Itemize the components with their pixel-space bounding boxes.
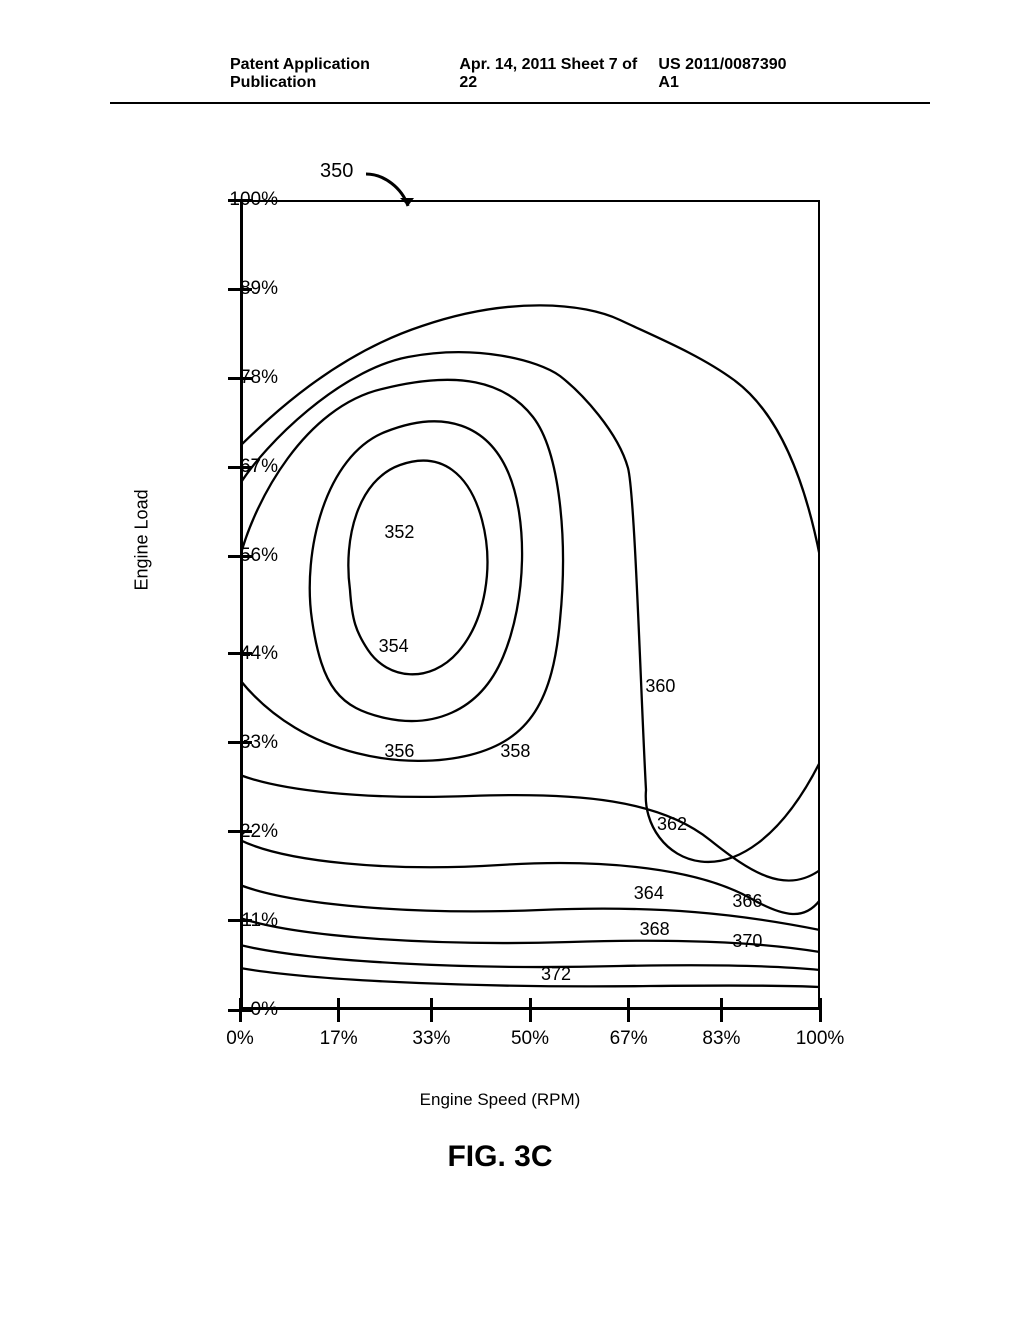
y-tick-label: 0% (208, 999, 278, 1021)
y-tick-label: 56% (208, 545, 278, 567)
y-tick-label: 78% (208, 367, 278, 389)
x-axis-label: Engine Speed (RPM) (120, 1090, 880, 1110)
contour-line (348, 461, 487, 675)
contour-line (240, 352, 820, 862)
x-tick (239, 998, 242, 1022)
header-right: US 2011/0087390 A1 (658, 56, 810, 92)
contour-line (310, 421, 522, 721)
contour-reference-label: 352 (384, 522, 414, 543)
x-tick (337, 998, 340, 1022)
x-tick (627, 998, 630, 1022)
figure-label: FIG. 3C (120, 1140, 880, 1174)
contour-line (240, 305, 820, 557)
x-tick-label: 0% (210, 1028, 270, 1050)
contour-line (240, 968, 820, 987)
y-tick-label: 67% (208, 456, 278, 478)
x-tick (819, 998, 822, 1022)
x-tick (720, 998, 723, 1022)
x-tick-label: 100% (790, 1028, 850, 1050)
contour-reference-label: 360 (645, 676, 675, 697)
contour-reference-label: 366 (732, 891, 762, 912)
y-tick-label: 44% (208, 643, 278, 665)
contour-lines (240, 200, 820, 1010)
contour-reference-label: 368 (640, 919, 670, 940)
contour-reference-label: 354 (379, 636, 409, 657)
chart-reference-number: 350 (320, 160, 353, 183)
page-header: Patent Application Publication Apr. 14, … (110, 56, 930, 104)
header-center: Apr. 14, 2011 Sheet 7 of 22 (459, 56, 658, 92)
header-left: Patent Application Publication (230, 56, 459, 92)
x-tick-label: 67% (599, 1028, 659, 1050)
contour-reference-label: 370 (732, 931, 762, 952)
x-tick (529, 998, 532, 1022)
y-tick-label: 11% (208, 910, 278, 932)
y-tick-label: 33% (208, 732, 278, 754)
contour-reference-label: 362 (657, 814, 687, 835)
contour-line (240, 775, 820, 881)
contour-reference-label: 356 (384, 741, 414, 762)
y-axis-label: Engine Load (132, 489, 153, 590)
contour-reference-label: 364 (634, 883, 664, 904)
y-tick-label: 89% (208, 278, 278, 300)
chart-container: 350 0% 11% 22% 33% 44% 56% 67% 78% 89% 100% 0% 17%… (120, 140, 880, 1160)
contour-reference-label: 358 (500, 741, 530, 762)
contour-reference-label: 372 (541, 964, 571, 985)
contour-line (240, 380, 563, 761)
y-tick-label: 22% (208, 821, 278, 843)
x-tick-label: 17% (309, 1028, 369, 1050)
x-tick-label: 50% (500, 1028, 560, 1050)
x-tick-label: 33% (401, 1028, 461, 1050)
y-tick-label: 100% (208, 189, 278, 211)
x-tick (430, 998, 433, 1022)
x-tick-label: 83% (691, 1028, 751, 1050)
